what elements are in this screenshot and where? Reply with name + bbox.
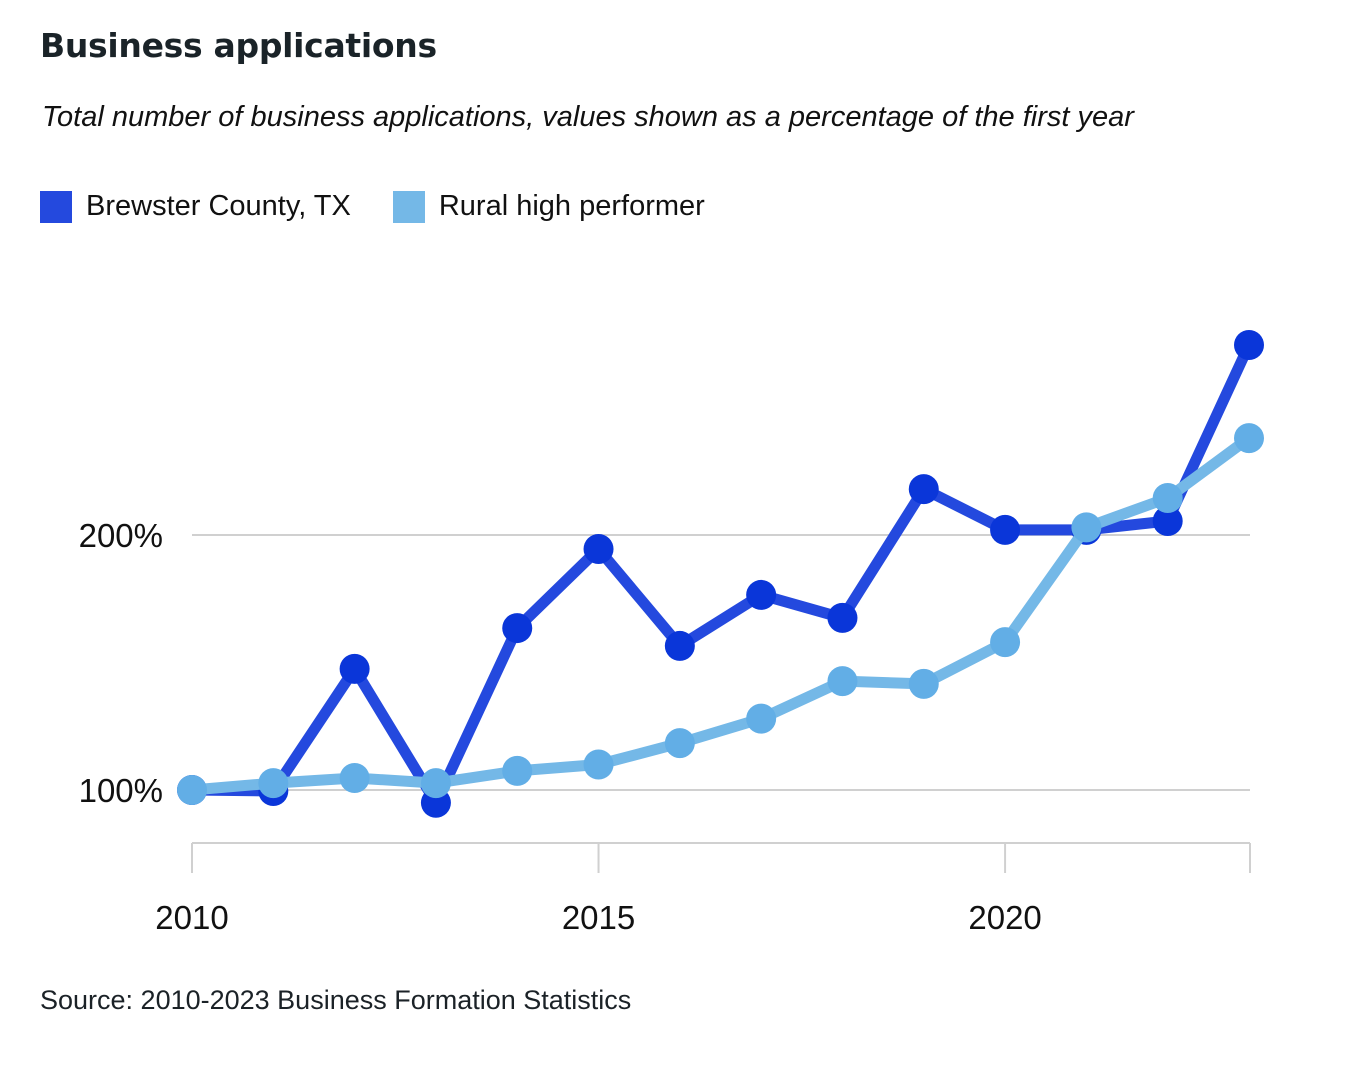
legend-swatch-brewster [40,190,72,223]
data-point-brewster [583,534,614,565]
source-note: Source: 2010-2023 Business Formation Sta… [40,985,632,1015]
data-point-brewster [990,514,1021,545]
legend-item-brewster[interactable]: Brewster County, TX [40,190,351,223]
data-point-rural [583,749,614,780]
x-tick-label: 2015 [562,899,635,936]
data-point-rural [1071,512,1102,543]
data-point-brewster [502,613,533,644]
data-point-rural [502,755,533,786]
legend: Brewster County, TX Rural high performer [40,190,747,223]
chart-subtitle: Total number of business applications, v… [42,101,1134,133]
chart-title: Business applications [40,26,437,65]
data-point-brewster [1234,330,1264,361]
data-point-rural [746,703,777,734]
data-point-brewster [908,474,939,505]
x-tick-label: 2010 [155,899,228,936]
data-point-brewster [664,630,695,661]
legend-label-rural: Rural high performer [438,190,705,222]
legend-swatch-rural [392,190,425,223]
y-tick-label: 100% [79,772,163,809]
data-point-rural [664,728,695,759]
data-point-brewster [1152,505,1183,536]
data-point-rural [908,668,939,699]
data-point-rural [827,666,858,697]
data-point-rural [1234,423,1264,454]
data-point-rural [258,768,289,799]
y-tick-label: 200% [79,517,163,554]
data-point-brewster [339,653,370,684]
data-point-brewster [827,602,858,633]
data-point-rural [177,775,207,805]
legend-label-brewster: Brewster County, TX [86,190,351,222]
data-point-brewster [746,579,777,610]
data-point-rural [339,763,370,794]
data-point-rural [1152,483,1183,514]
data-point-rural [420,768,451,799]
data-point-rural [990,627,1021,658]
legend-item-rural[interactable]: Rural high performer [392,190,705,223]
x-tick-label: 2020 [968,899,1041,936]
